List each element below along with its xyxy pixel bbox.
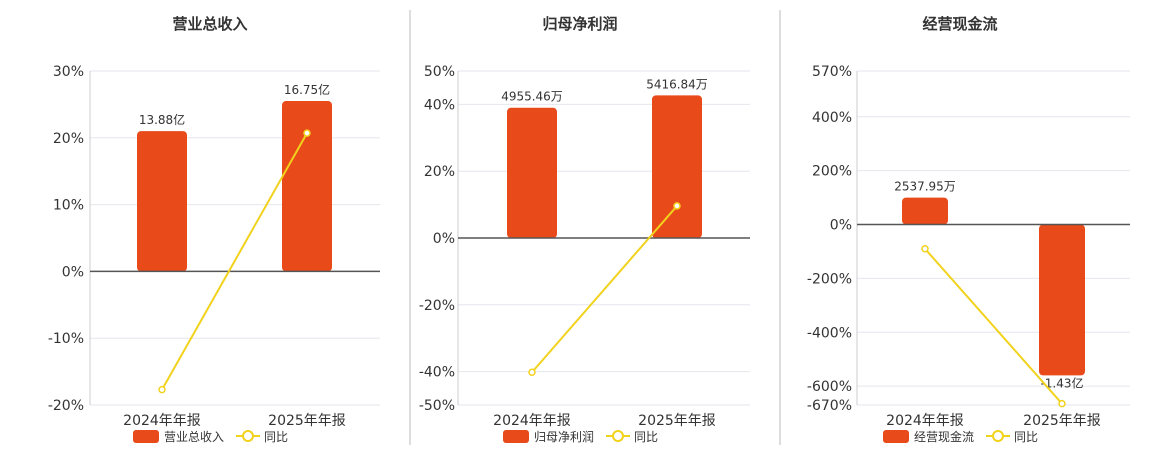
bar-data-label: 5416.84万 (646, 77, 708, 91)
y-tick-label: -50% (419, 398, 455, 414)
bar-data-label: 4955.46万 (501, 90, 563, 104)
bar (1039, 224, 1085, 376)
chart-title: 营业总收入 (172, 15, 247, 33)
x-tick-label: 2024年年报 (886, 413, 964, 429)
x-tick-label: 2025年年报 (268, 413, 346, 429)
yoy-line (531, 205, 678, 373)
yoy-point (303, 129, 311, 137)
legend-bar-label: 营业总收入 (164, 430, 224, 444)
bar (652, 95, 702, 239)
yoy-line (924, 248, 1063, 405)
y-tick-label: 570% (812, 64, 852, 80)
y-tick-label: 20% (53, 131, 84, 147)
bar (137, 131, 187, 272)
y-tick-label: -600% (807, 379, 852, 395)
yoy-point (528, 368, 536, 377)
legend-bar-swatch (133, 430, 159, 443)
y-tick-label: -200% (807, 271, 852, 287)
y-tick-label: 0% (830, 218, 852, 234)
y-tick-label: 20% (424, 164, 455, 180)
legend-bar-label: 归母净利润 (534, 430, 594, 444)
legend-line-label: 同比 (634, 430, 658, 444)
x-tick-label: 2025年年报 (638, 413, 716, 429)
yoy-point (1058, 399, 1066, 408)
y-tick-label: -670% (807, 398, 852, 414)
legend-line-label: 同比 (1014, 430, 1038, 444)
y-tick-label: -20% (419, 298, 455, 314)
bar (902, 197, 948, 225)
bar-data-label: 2537.95万 (894, 180, 956, 194)
x-tick-label: 2024年年报 (123, 413, 201, 429)
bar-data-label: 13.88亿 (139, 112, 185, 127)
y-tick-label: 10% (53, 198, 84, 214)
chart-title: 归母净利润 (542, 15, 617, 33)
legend-bar-swatch (503, 430, 529, 443)
y-tick-label: -20% (48, 398, 84, 414)
yoy-point (158, 385, 166, 394)
y-tick-label: -40% (419, 365, 455, 381)
chart-title: 经营现金流 (922, 15, 997, 33)
legend-line-marker (242, 430, 254, 442)
legend-bar-swatch (883, 430, 909, 443)
legend-line-marker (612, 430, 624, 442)
yoy-point (673, 202, 681, 210)
bar (507, 107, 557, 239)
bar (282, 101, 332, 272)
y-tick-label: -10% (48, 331, 84, 347)
bar-data-label: -1.43亿 (1040, 375, 1083, 390)
yoy-line (161, 132, 308, 391)
legend-line-marker (992, 430, 1004, 442)
y-tick-label: 40% (424, 97, 455, 113)
y-tick-label: 200% (812, 164, 852, 180)
bar-data-label: 16.75亿 (284, 82, 330, 97)
y-tick-label: 0% (62, 264, 84, 280)
legend-bar-label: 经营现金流 (914, 429, 974, 444)
y-tick-label: 50% (424, 64, 455, 80)
y-tick-label: 0% (433, 231, 455, 247)
x-tick-label: 2024年年报 (493, 413, 571, 429)
x-tick-label: 2025年年报 (1023, 413, 1101, 429)
y-tick-label: 30% (53, 64, 84, 80)
legend-line-label: 同比 (264, 430, 288, 444)
y-tick-label: -400% (807, 325, 852, 341)
y-tick-label: 400% (812, 110, 852, 126)
yoy-point (921, 245, 929, 253)
